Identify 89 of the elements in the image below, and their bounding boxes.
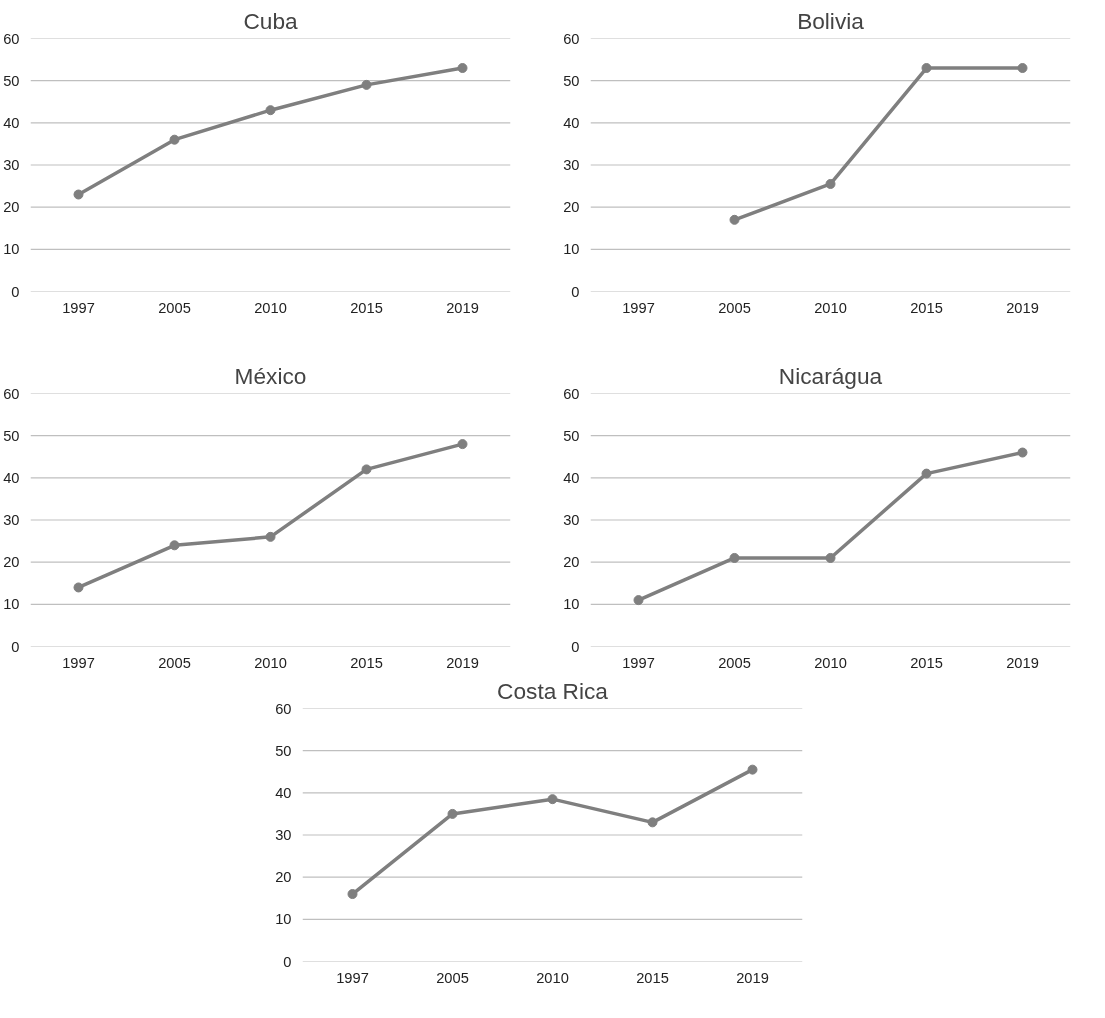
point [547,794,558,805]
x-tick-label: 2010 [254,299,287,316]
y-tick-label: 30 [563,512,580,528]
x-tick-label: 2019 [446,299,479,316]
y-tick-label: 20 [563,199,580,216]
y-tick-label: 40 [275,784,292,801]
y-tick-label: 20 [3,554,20,571]
point [747,764,758,775]
point [1017,447,1028,458]
chart-title: Nicarágua [778,362,883,389]
x-tick-label: 2005 [718,299,751,316]
y-tick-label: 40 [563,114,580,131]
y-tick-label: 60 [3,385,20,402]
y-tick-label: 10 [3,596,20,613]
y-tick-label: 0 [571,283,580,300]
x-tick-label: 2019 [736,969,769,986]
x-tick-label: 1997 [62,654,95,671]
point [457,439,468,450]
y-tick-label: 0 [11,283,20,300]
chart-title: Bolivia [797,7,865,34]
y-tick-label: 0 [571,638,580,655]
y-tick-label: 30 [3,157,20,173]
y-tick-label: 10 [3,241,20,258]
y-tick-label: 20 [275,869,292,886]
x-tick-label: 2005 [718,654,751,671]
point [1017,63,1028,74]
point [73,582,84,593]
point [825,178,836,189]
y-tick-label: 50 [563,427,580,444]
y-tick-label: 60 [3,30,20,47]
point [729,214,740,225]
chart-title: Costa Rica [497,677,609,704]
chart-title: Cuba [243,7,298,34]
point [921,468,932,479]
x-tick-label: 2019 [1006,299,1039,316]
x-tick-label: 2015 [910,299,943,316]
y-tick-label: 10 [275,911,292,928]
y-tick-label: 50 [563,72,580,89]
x-tick-label: 2015 [636,969,669,986]
point [361,79,372,90]
x-tick-label: 2015 [350,654,383,671]
point [347,889,358,900]
x-tick-label: 1997 [62,299,95,316]
x-tick-label: 2005 [436,969,469,986]
y-tick-label: 40 [563,469,580,486]
y-tick-label: 50 [275,742,292,759]
x-tick-label: 2010 [814,299,847,316]
x-tick-label: 2010 [254,654,287,671]
x-tick-label: 2005 [158,654,191,671]
x-tick-label: 2019 [446,654,479,671]
chart-title: México [234,362,307,389]
point [457,63,468,74]
point [265,531,276,542]
y-tick-label: 30 [563,157,580,173]
x-tick-label: 2015 [910,654,943,671]
y-tick-label: 60 [275,700,292,717]
y-tick-label: 50 [3,427,20,444]
point [73,189,84,200]
y-tick-label: 20 [563,554,580,571]
x-tick-label: 2010 [814,654,847,671]
x-tick-label: 2015 [350,299,383,316]
point [825,552,836,563]
y-tick-label: 10 [563,596,580,613]
x-tick-label: 1997 [622,654,655,671]
point [633,595,644,606]
x-tick-label: 2005 [158,299,191,316]
y-tick-label: 10 [563,241,580,258]
y-tick-label: 20 [3,199,20,216]
x-tick-label: 1997 [336,969,369,986]
point [265,105,276,116]
x-tick-label: 1997 [622,299,655,316]
y-tick-label: 50 [3,72,20,89]
y-tick-label: 40 [3,469,20,486]
y-tick-label: 0 [283,953,292,970]
point [647,817,658,828]
y-tick-label: 30 [275,827,292,843]
point [361,464,372,475]
point [729,552,740,563]
y-tick-label: 40 [3,114,20,131]
x-tick-label: 2010 [536,969,569,986]
point [921,63,932,74]
y-tick-label: 60 [563,385,580,402]
point [169,134,180,145]
point [447,808,458,819]
point [169,540,180,551]
x-tick-label: 2019 [1006,654,1039,671]
y-tick-label: 30 [3,512,20,528]
y-tick-label: 60 [563,30,580,47]
y-tick-label: 0 [11,638,20,655]
